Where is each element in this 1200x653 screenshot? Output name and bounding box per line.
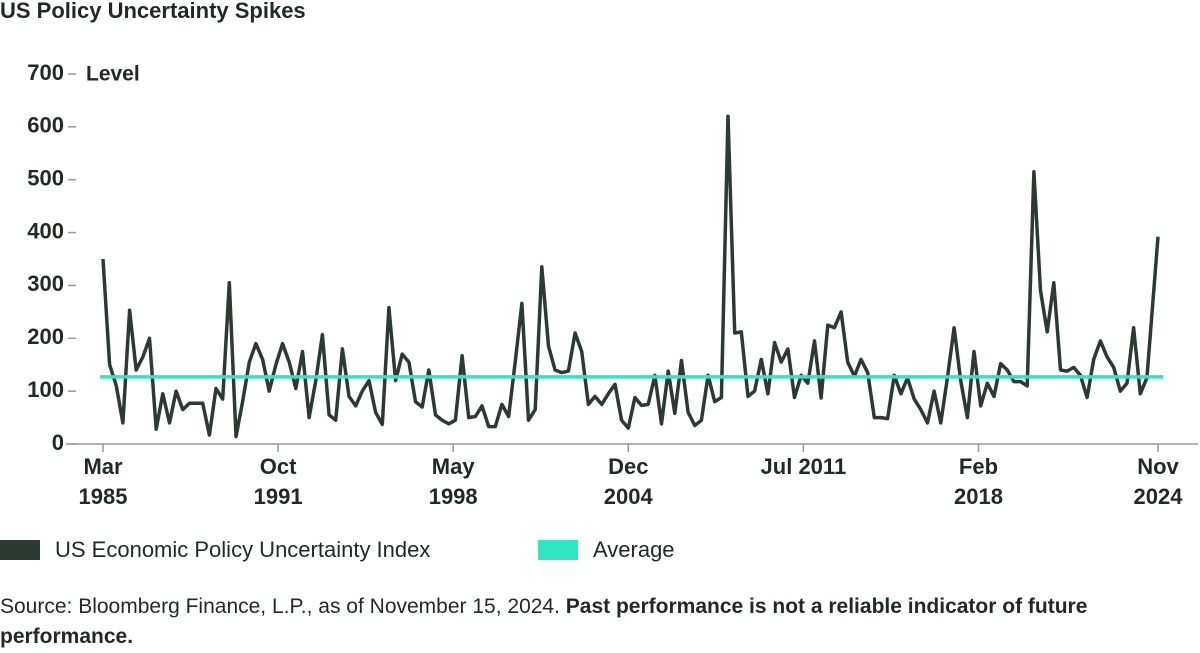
y-tick-label: 100 bbox=[27, 377, 64, 402]
source: Source: Bloomberg Finance, L.P., as of N… bbox=[0, 595, 560, 618]
x-tick-label: Oct 1991 bbox=[253, 454, 303, 509]
y-tick-label: 200 bbox=[27, 324, 64, 349]
data-line bbox=[101, 114, 1160, 439]
x-tick-label: May 1998 bbox=[428, 454, 478, 509]
y-tick-label: 500 bbox=[27, 166, 64, 191]
x-tick-label: Mar 1985 bbox=[78, 454, 128, 509]
chart: US Policy Uncertainty Spikes Level 0 100 2… bbox=[0, 0, 1198, 455]
y-tick-label: 700 bbox=[27, 60, 64, 85]
y-tick-label: 600 bbox=[27, 113, 64, 138]
x-tick-label: Dec 2004 bbox=[603, 454, 653, 509]
x-tick-label: Feb 2018 bbox=[953, 454, 1003, 509]
legend-swatch bbox=[538, 540, 578, 560]
chart-title: US Policy Uncertainty Spikes bbox=[0, 0, 306, 23]
source-note: Source: Bloomberg Finance, L.P., as of N… bbox=[0, 592, 1200, 652]
x-tick-label: Jul 2011 bbox=[760, 454, 847, 479]
legend-swatch bbox=[0, 540, 40, 560]
legend-label: Average bbox=[593, 537, 675, 562]
disclaimer: Past performance is not a reliable indic… bbox=[0, 595, 1088, 648]
y-tick-label: 300 bbox=[27, 271, 64, 296]
y-tick-label: 0 bbox=[52, 430, 64, 455]
legend-item: US Economic Policy Uncertainty Index bbox=[0, 537, 430, 563]
legend-label: US Economic Policy Uncertainty Index bbox=[55, 537, 431, 562]
x-tick-label: Nov 2024 bbox=[1133, 454, 1183, 509]
y-axis-label: Level bbox=[86, 63, 140, 86]
y-tick-label: 400 bbox=[27, 218, 64, 243]
legend-item: Average bbox=[538, 537, 675, 563]
